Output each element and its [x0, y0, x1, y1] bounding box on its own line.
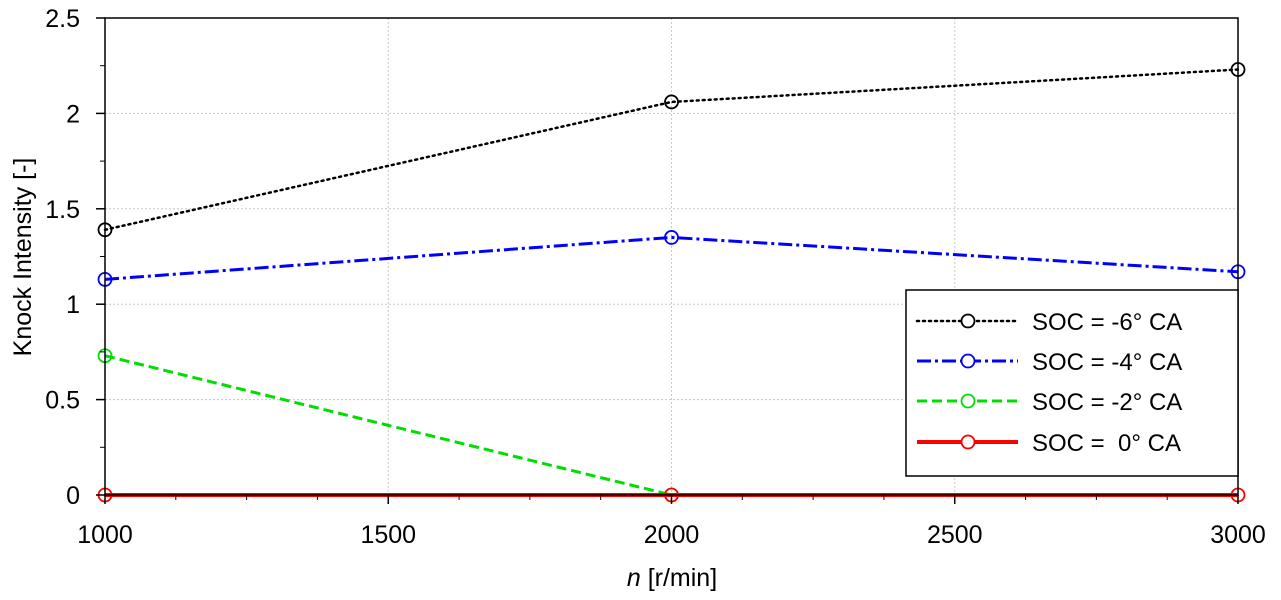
tick-labels: 1000 1500 2000 2500 3000 0 0.5 1 1.5 2 2.5	[45, 5, 1266, 549]
legend-marker	[960, 434, 976, 450]
x-tick-label: 1500	[360, 521, 416, 549]
y-tick-label: 0	[66, 482, 80, 510]
legend-label: SOC = -4° CA	[1032, 349, 1182, 376]
legend-marker	[960, 393, 976, 409]
x-tick-label: 2500	[927, 521, 983, 549]
y-tick-label: 2	[66, 100, 80, 128]
x-tick-label: 1000	[77, 521, 133, 549]
x-axis-title: n [r/min]	[627, 564, 717, 592]
legend-marker	[960, 313, 976, 329]
y-tick-label: 1.5	[45, 196, 80, 224]
data-point-marker	[664, 94, 679, 110]
x-tick-label: 2000	[644, 521, 700, 549]
y-axis-title: Knock Intensity [-]	[9, 158, 37, 357]
legend-label: SOC = 0° CA	[1032, 430, 1181, 457]
ticks	[96, 17, 1239, 504]
legend-label: SOC = -6° CA	[1032, 309, 1182, 336]
legend-marker	[960, 353, 976, 369]
x-axis-unit: [r/min]	[641, 564, 717, 592]
x-tick-label: 3000	[1210, 521, 1266, 549]
y-tick-label: 1	[66, 291, 80, 319]
series-line	[103, 68, 1240, 232]
x-axis-variable: n	[627, 564, 641, 592]
data-point-marker	[664, 230, 679, 245]
series-line	[104, 235, 1239, 281]
legend: SOC = -6° CA SOC = -4° CA SOC = -2° CA SOC …	[905, 289, 1239, 477]
series-line	[104, 354, 672, 497]
y-tick-label: 2.5	[45, 5, 80, 33]
legend-label: SOC = -2° CA	[1032, 389, 1182, 416]
y-tick-label: 0.5	[45, 387, 80, 415]
